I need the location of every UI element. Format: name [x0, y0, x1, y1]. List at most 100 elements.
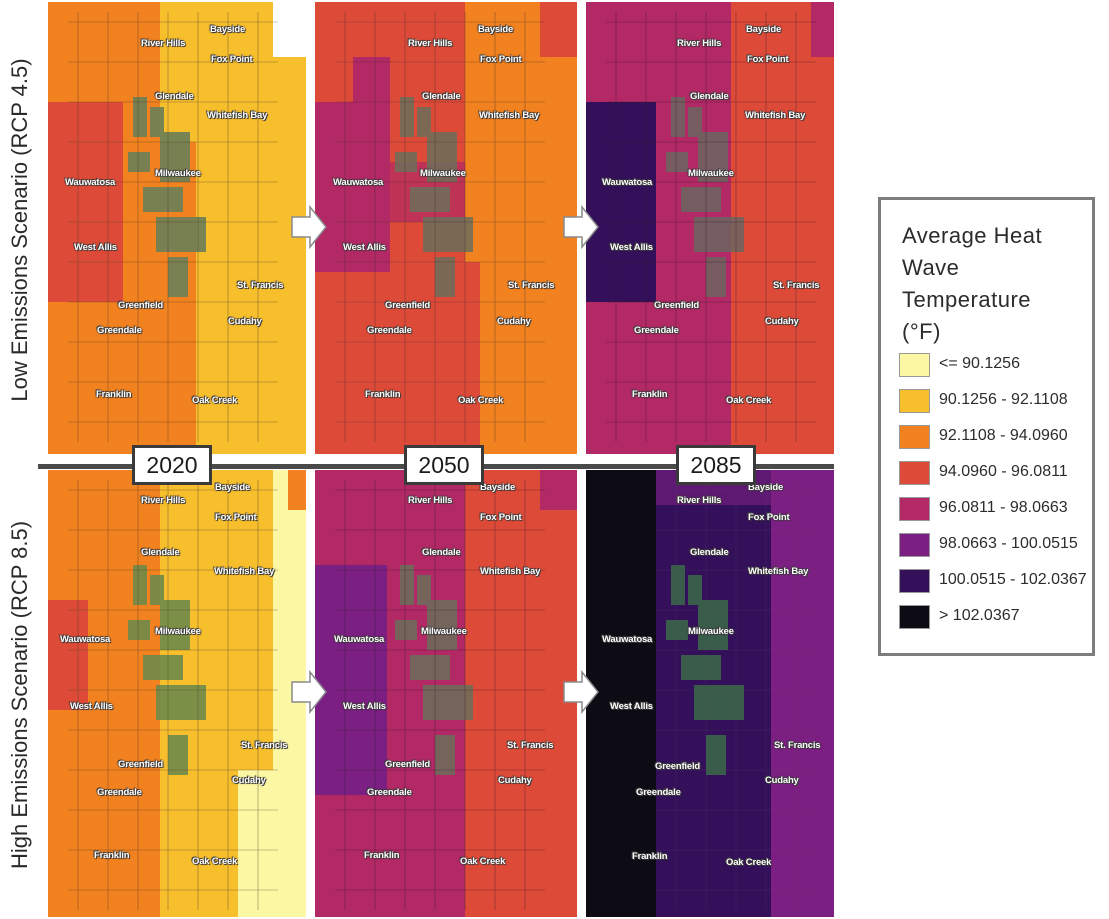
year-label-2085: 2085: [676, 445, 756, 485]
place-oak-creek: Oak Creek: [192, 395, 238, 406]
place-fox-point: Fox Point: [480, 512, 522, 523]
place-greendale: Greendale: [367, 787, 412, 798]
place-oak-creek: Oak Creek: [726, 857, 772, 868]
place-franklin: Franklin: [94, 850, 130, 861]
map-high-2050-graphic: [315, 470, 577, 917]
place-bayside: Bayside: [210, 24, 246, 35]
place-whitefish-bay: Whitefish Bay: [480, 566, 541, 577]
place-milwaukee: Milwaukee: [688, 168, 734, 179]
legend-swatch: [899, 605, 930, 629]
place-wauwatosa: Wauwatosa: [333, 177, 384, 188]
place-west-allis: West Allis: [74, 242, 117, 253]
place-west-allis: West Allis: [610, 242, 653, 253]
place-bayside: Bayside: [746, 24, 782, 35]
legend-swatch: [899, 533, 930, 557]
place-greendale: Greendale: [97, 787, 142, 798]
map-low-2085-graphic: [586, 2, 834, 454]
legend-swatch: [899, 497, 930, 521]
place-greenfield: Greenfield: [385, 759, 430, 770]
place-cudahy: Cudahy: [498, 775, 532, 786]
row-label-low-emissions: Low Emissions Scenario (RCP 4.5): [7, 58, 32, 402]
arrow-right-icon: [563, 205, 599, 249]
place-glendale: Glendale: [690, 91, 729, 102]
place-milwaukee: Milwaukee: [688, 626, 734, 637]
place-fox-point: Fox Point: [480, 54, 522, 65]
place-wauwatosa: Wauwatosa: [602, 634, 653, 645]
map-high-2020-graphic: [48, 470, 306, 917]
row-label-high-emissions: High Emissions Scenario (RCP 8.5): [7, 520, 32, 870]
place-greendale: Greendale: [636, 787, 681, 798]
place-franklin: Franklin: [96, 389, 132, 400]
legend-label: 92.1108 - 94.0960: [939, 427, 1068, 444]
legend-label: 94.0960 - 96.0811: [939, 463, 1068, 480]
place-wauwatosa: Wauwatosa: [65, 177, 116, 188]
place-milwaukee: Milwaukee: [155, 168, 201, 179]
place-st-francis: St. Francis: [508, 280, 555, 291]
legend-label: 90.1256 - 92.1108: [939, 391, 1068, 408]
place-bayside: Bayside: [215, 482, 251, 493]
legend-title-line: Wave: [902, 255, 960, 280]
place-franklin: Franklin: [365, 389, 401, 400]
place-west-allis: West Allis: [343, 242, 386, 253]
legend-label: > 102.0367: [939, 607, 1020, 624]
legend-title-line: Average Heat: [902, 223, 1043, 248]
place-river-hills: River Hills: [408, 38, 453, 49]
place-cudahy: Cudahy: [232, 775, 266, 786]
place-cudahy: Cudahy: [765, 316, 799, 327]
place-greendale: Greendale: [367, 325, 412, 336]
map-low-2020-graphic: [48, 2, 306, 454]
arrow-right-icon: [291, 670, 327, 714]
place-greenfield: Greenfield: [654, 300, 699, 311]
place-cudahy: Cudahy: [497, 316, 531, 327]
place-franklin: Franklin: [364, 850, 400, 861]
year-label-2050: 2050: [404, 445, 484, 485]
place-river-hills: River Hills: [141, 38, 186, 49]
place-oak-creek: Oak Creek: [192, 856, 238, 867]
place-glendale: Glendale: [422, 547, 461, 558]
place-franklin: Franklin: [632, 851, 668, 862]
map-low-2020: [48, 2, 306, 454]
legend-label: 100.0515 - 102.0367: [939, 571, 1087, 588]
place-oak-creek: Oak Creek: [726, 395, 772, 406]
place-bayside: Bayside: [748, 482, 784, 493]
map-high-2050: [315, 470, 577, 917]
legend-label: <= 90.1256: [939, 355, 1020, 372]
place-oak-creek: Oak Creek: [458, 395, 504, 406]
map-high-2020: [48, 470, 306, 917]
place-fox-point: Fox Point: [215, 512, 257, 523]
place-bayside: Bayside: [480, 482, 516, 493]
place-greendale: Greendale: [634, 325, 679, 336]
legend-swatch: [899, 569, 930, 593]
place-greenfield: Greenfield: [118, 759, 163, 770]
year-label-2020: 2020: [132, 445, 212, 485]
place-whitefish-bay: Whitefish Bay: [479, 110, 540, 121]
place-oak-creek: Oak Creek: [460, 856, 506, 867]
place-cudahy: Cudahy: [228, 316, 262, 327]
place-st-francis: St. Francis: [241, 740, 288, 751]
place-whitefish-bay: Whitefish Bay: [745, 110, 806, 121]
legend-label: 96.0811 - 98.0663: [939, 499, 1068, 516]
place-milwaukee: Milwaukee: [155, 626, 201, 637]
place-west-allis: West Allis: [610, 701, 653, 712]
legend-swatch: [899, 425, 930, 449]
place-whitefish-bay: Whitefish Bay: [207, 110, 268, 121]
place-greenfield: Greenfield: [118, 300, 163, 311]
place-fox-point: Fox Point: [748, 512, 790, 523]
map-high-2085-graphic: [586, 470, 834, 917]
place-milwaukee: Milwaukee: [420, 168, 466, 179]
place-glendale: Glendale: [422, 91, 461, 102]
legend-label: 98.0663 - 100.0515: [939, 535, 1078, 552]
place-whitefish-bay: Whitefish Bay: [748, 566, 809, 577]
place-west-allis: West Allis: [343, 701, 386, 712]
place-bayside: Bayside: [478, 24, 514, 35]
place-wauwatosa: Wauwatosa: [334, 634, 385, 645]
place-cudahy: Cudahy: [765, 775, 799, 786]
place-fox-point: Fox Point: [211, 54, 253, 65]
place-st-francis: St. Francis: [773, 280, 820, 291]
map-low-2050: [315, 2, 577, 454]
place-fox-point: Fox Point: [747, 54, 789, 65]
place-wauwatosa: Wauwatosa: [602, 177, 653, 188]
place-river-hills: River Hills: [677, 38, 722, 49]
place-whitefish-bay: Whitefish Bay: [214, 566, 275, 577]
arrow-right-icon: [563, 670, 599, 714]
